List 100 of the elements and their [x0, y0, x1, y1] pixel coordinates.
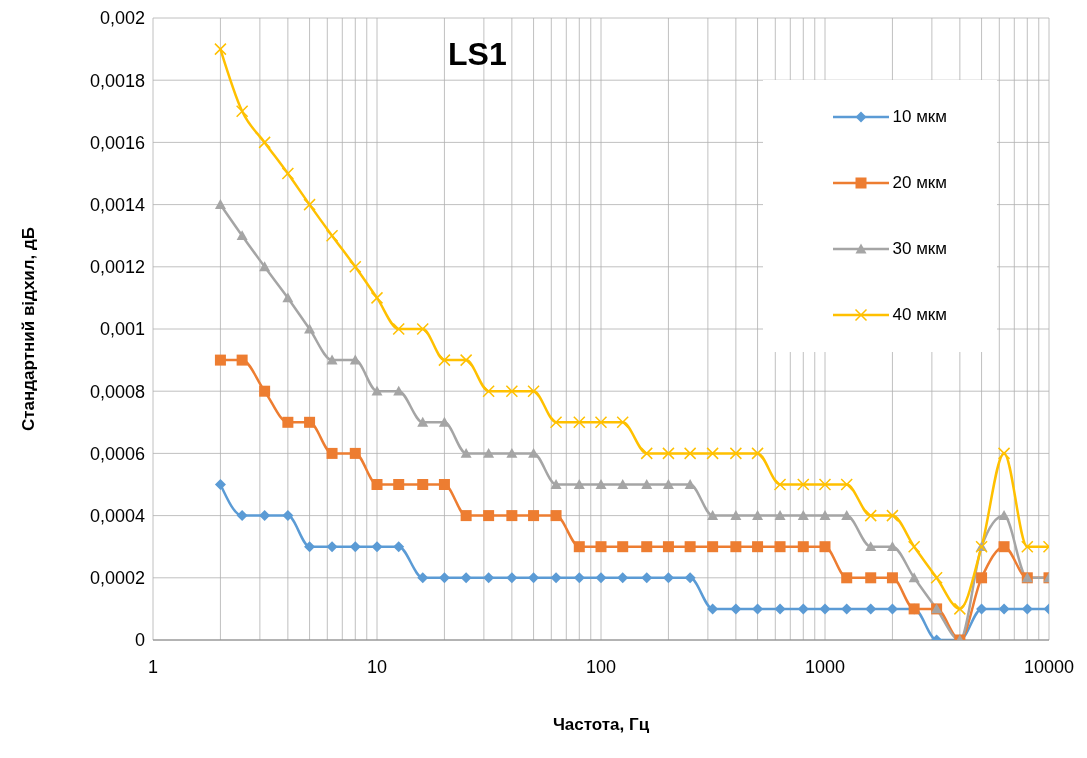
point — [617, 572, 629, 584]
point — [841, 572, 853, 584]
x-tick-label: 10000 — [1023, 656, 1075, 677]
point — [326, 354, 338, 365]
point — [370, 291, 384, 305]
point — [573, 479, 585, 489]
point — [282, 416, 294, 428]
point — [459, 353, 473, 367]
point — [550, 479, 562, 489]
point — [1021, 540, 1034, 553]
point — [417, 572, 429, 584]
point — [819, 603, 831, 615]
point — [774, 541, 786, 553]
y-tick-label: 0,0002 — [89, 568, 145, 589]
point — [797, 478, 810, 491]
point — [259, 385, 271, 397]
point — [773, 478, 787, 491]
point — [282, 510, 294, 522]
point — [752, 510, 764, 520]
point — [236, 510, 248, 522]
point — [998, 541, 1010, 553]
y-tick-label: 0,002 — [99, 8, 145, 29]
point — [683, 447, 697, 460]
point — [214, 42, 227, 56]
point — [707, 541, 719, 553]
point — [393, 541, 405, 553]
point — [707, 510, 719, 520]
x-tick-label: 10 — [366, 656, 388, 677]
point — [594, 416, 608, 429]
point — [550, 572, 562, 584]
point — [258, 136, 271, 149]
point — [617, 479, 629, 489]
legend-label: 40 мкм — [892, 305, 947, 325]
point — [393, 479, 405, 490]
point — [416, 322, 429, 336]
point — [662, 479, 674, 489]
point — [259, 261, 271, 272]
point — [417, 416, 429, 427]
point — [573, 416, 586, 429]
point — [282, 292, 294, 303]
y-tick-label: 0,0016 — [89, 132, 145, 153]
point — [641, 572, 653, 584]
y-tick-label: 0,0008 — [89, 381, 145, 402]
point — [865, 572, 877, 584]
point — [819, 510, 831, 520]
legend-label: 20 мкм — [892, 173, 947, 193]
y-tick-label: 0,0006 — [89, 443, 145, 464]
point — [886, 541, 898, 552]
point — [417, 479, 429, 490]
point — [483, 447, 495, 458]
point — [886, 509, 899, 522]
point — [797, 510, 809, 520]
point — [506, 510, 518, 522]
point — [371, 541, 383, 553]
point — [730, 603, 742, 615]
point — [371, 385, 383, 396]
point — [595, 479, 607, 489]
point — [907, 540, 921, 553]
point — [774, 510, 786, 520]
point — [326, 541, 338, 553]
point — [752, 541, 764, 553]
point — [573, 572, 585, 584]
point — [864, 509, 877, 522]
point — [482, 384, 495, 398]
legend-label: 30 мкм — [892, 239, 947, 259]
y-tick-label: 0,0004 — [89, 505, 145, 526]
y-axis-title: Стандартний відхил, дБ — [19, 226, 39, 432]
point — [349, 260, 362, 274]
point — [616, 416, 629, 429]
text: LS1 — [448, 36, 507, 73]
y-tick-label: 0,0012 — [89, 257, 145, 278]
point — [641, 541, 653, 553]
point — [730, 541, 742, 553]
point — [550, 510, 562, 522]
point — [236, 354, 248, 366]
point — [214, 479, 226, 490]
point — [797, 541, 809, 553]
point — [886, 572, 898, 584]
point — [259, 510, 271, 522]
point — [818, 478, 832, 491]
point — [304, 323, 316, 334]
x-tick-label: 1000 — [804, 656, 846, 677]
point — [304, 416, 316, 428]
point — [236, 230, 248, 241]
point — [483, 510, 495, 522]
point — [326, 447, 338, 459]
point — [865, 541, 877, 552]
point — [640, 447, 653, 460]
point — [371, 479, 383, 490]
y-tick-label: 0,001 — [99, 319, 145, 340]
x-tick-label: 1 — [147, 656, 159, 677]
point — [641, 479, 653, 489]
point — [438, 353, 451, 367]
y-tick-label: 0 — [134, 630, 145, 651]
point — [976, 572, 988, 584]
point — [438, 479, 450, 490]
point — [706, 447, 719, 460]
x-axis-title: Частота, Гц — [552, 715, 650, 734]
y-tick-label: 0,0018 — [89, 70, 145, 91]
point — [662, 541, 674, 553]
